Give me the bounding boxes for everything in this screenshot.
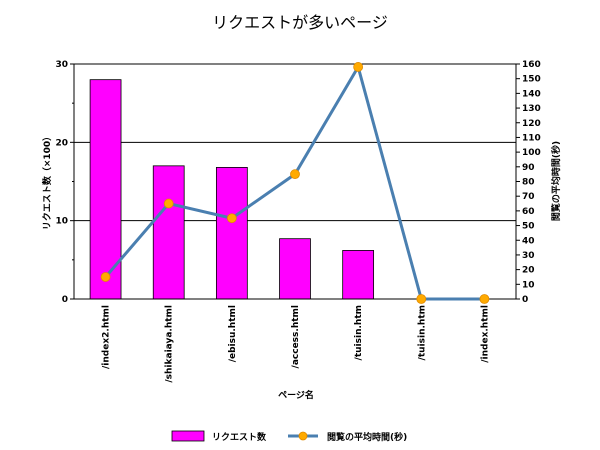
y-right-tick-label: 130 [522, 104, 541, 114]
line-point [226, 213, 237, 224]
x-category-label: /access.html [291, 305, 301, 368]
line-point [163, 198, 174, 209]
y-right-tick-label: 150 [522, 75, 541, 85]
y-right-tick-label: 10 [522, 280, 535, 290]
x-category-label: /index.html [480, 305, 490, 363]
y-right-tick-label: 40 [522, 236, 535, 246]
y-right-tick-label: 140 [522, 89, 541, 99]
y-axis-left-label: リクエスト数（×100） [41, 132, 53, 230]
x-category-label: /tuisin.htm [417, 305, 427, 360]
bar [152, 165, 185, 300]
y-right-tick-label: 50 [522, 222, 535, 232]
y-axis-right-label: 閲覧の平均時間(秒) [550, 141, 562, 221]
y-right-tick-label: 110 [522, 133, 541, 143]
bar [215, 166, 248, 300]
line-series [100, 62, 490, 304]
x-category-label: /ebisu.html [228, 305, 238, 362]
y-right-tick-label: 70 [522, 192, 535, 202]
x-category-label: /tuisin.htm [354, 305, 364, 360]
y-left-tick-label: 0 [62, 295, 68, 305]
y-left-tick-label: 30 [55, 60, 68, 70]
x-axis-categories: /index2.html/shikaiaya.html/ebisu.html/a… [102, 305, 491, 383]
y-right-tick-label: 30 [522, 251, 535, 261]
y-right-tick-label: 0 [522, 295, 528, 305]
x-axis-label: ページ名 [278, 389, 314, 401]
x-category-label: /shikaiaya.html [165, 305, 175, 383]
y-right-tick-label: 90 [522, 163, 535, 173]
y-left-tick-label: 20 [55, 138, 68, 148]
chart-title: リクエストが多いページ [212, 13, 388, 32]
y-right-tick-label: 20 [522, 266, 535, 276]
line-point [416, 294, 427, 304]
bar-series [89, 79, 375, 300]
bar [279, 238, 311, 300]
line-point [353, 62, 364, 72]
y-right-tick-label: 120 [522, 119, 541, 129]
legend: リクエスト数 閲覧の平均時間(秒) [171, 430, 407, 443]
left-axis-ticks: 0 10 20 30 [55, 60, 74, 305]
y-right-tick-label: 100 [522, 148, 541, 158]
y-right-tick-label: 80 [522, 178, 535, 188]
line-point [100, 272, 111, 282]
legend-swatch-marker [298, 431, 308, 441]
legend-swatch-bar [171, 430, 205, 442]
line-point [479, 294, 490, 304]
bar [89, 79, 122, 300]
line-point [290, 169, 300, 180]
y-left-tick-label: 10 [55, 217, 68, 227]
x-category-label: /index2.html [102, 305, 112, 369]
bar [342, 250, 375, 300]
legend-label-bar: リクエスト数 [212, 431, 267, 443]
y-right-tick-label: 160 [522, 60, 541, 70]
right-axis-ticks: 0 10 20 30 40 50 60 70 80 90 100 110 120 130 140 150 160 [516, 60, 541, 305]
legend-label-line: 閲覧の平均時間(秒) [327, 431, 407, 443]
grid [74, 141, 516, 222]
y-right-tick-label: 60 [522, 207, 535, 217]
